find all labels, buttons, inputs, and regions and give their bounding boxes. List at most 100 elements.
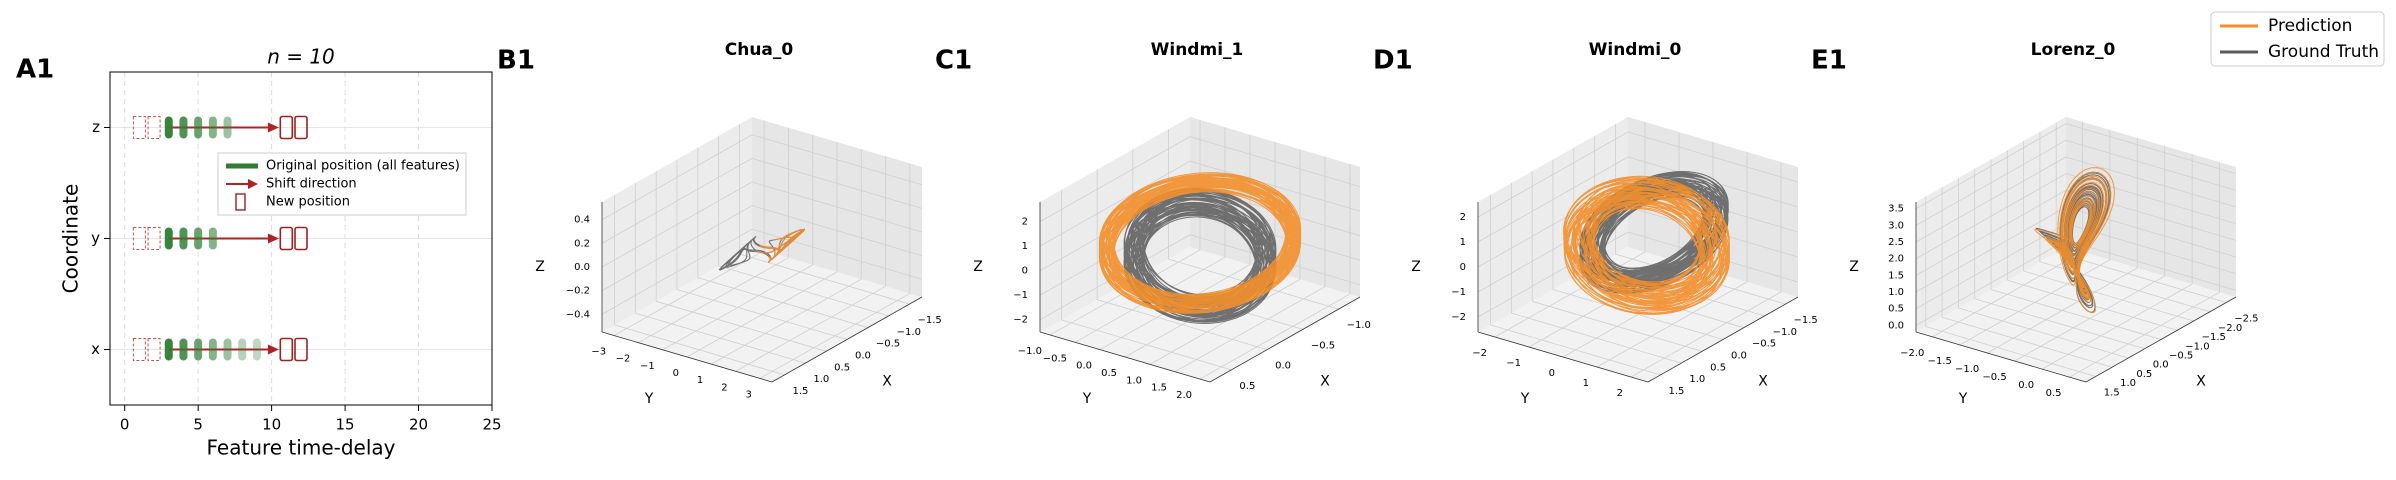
grid-line [2014, 275, 2165, 362]
y-tick-label: −0.5 [1043, 353, 1067, 364]
x-tick-label: 1.5 [1669, 386, 1685, 397]
new-position [279, 337, 294, 362]
new-position [294, 115, 308, 140]
axis-line [2085, 296, 2237, 383]
z-tick-label: 0 [1022, 266, 1028, 277]
y-tick-label: 1 [1583, 378, 1589, 389]
original-position [208, 338, 217, 361]
original-position [164, 338, 173, 361]
grid-line [751, 181, 923, 233]
grid-line [735, 285, 886, 372]
grid-line [751, 134, 923, 186]
z-tick-label: 0.0 [574, 262, 590, 273]
x-tick-label: 5 [193, 416, 203, 434]
z-tick-label: 0.5 [1888, 304, 1904, 315]
z-tick-label: 1 [1460, 237, 1466, 248]
axis-line [1477, 331, 1649, 383]
z-tick-label: 0.2 [574, 238, 590, 249]
grid-line [1596, 281, 1748, 368]
arrow-head [267, 344, 279, 355]
grid-line [2065, 156, 2237, 208]
grid-line [1990, 289, 2162, 340]
grid-line [751, 157, 923, 209]
grid-line [1189, 160, 1361, 212]
shifted-out-position [132, 338, 146, 361]
ground-truth-trajectory [1123, 188, 1277, 324]
legend-label: Original position (all features) [266, 159, 460, 174]
grid-line [601, 205, 753, 291]
x-tick-label: −2.5 [2234, 314, 2258, 325]
x-tick-label: 1.0 [2120, 378, 2136, 389]
z-tick-label: 0 [1460, 262, 1466, 273]
x-axis-label: X [2196, 374, 2206, 390]
grid-line [601, 181, 753, 268]
shifted-out-position [132, 227, 146, 250]
grid-line [1915, 139, 2067, 226]
panel-label: A1 [16, 55, 54, 85]
z-tick-label: 2 [1460, 212, 1466, 223]
z-tick-label: 0.4 [574, 215, 590, 226]
x-tick-label: −1.0 [1347, 320, 1371, 331]
z-tick-label: 0.0 [1888, 320, 1904, 331]
z-tick-label: 2.5 [1888, 237, 1904, 248]
y-axis-label: Y [1958, 391, 1968, 407]
grid-line [1627, 131, 1799, 183]
x-tick-label: −1.5 [918, 315, 942, 326]
z-axis-label: Z [973, 259, 983, 275]
grid-line [711, 278, 862, 365]
y-tick-label: −3 [591, 347, 606, 358]
grid-line [2041, 283, 2193, 370]
y-tick-label: 3 [745, 389, 751, 400]
x-tick-label: 0.5 [2136, 369, 2152, 380]
grid-line [686, 271, 838, 358]
new-position [279, 115, 294, 140]
x-axis-label: X [1758, 374, 1768, 390]
original-position [164, 227, 173, 250]
grid-line [2065, 239, 2237, 291]
x-tick-label: −2.0 [2218, 323, 2242, 334]
y-tick-label: 0 [673, 368, 679, 379]
chart-title: Chua_0 [725, 40, 794, 60]
x-tick-label: −1.0 [2185, 341, 2209, 352]
grid-line [1149, 279, 1301, 365]
original-position [223, 338, 232, 361]
original-position [208, 116, 217, 139]
original-position [194, 338, 203, 361]
original-position [164, 116, 173, 139]
grid-line [2065, 173, 2237, 225]
grid-line [1477, 156, 1629, 243]
arrow-head [267, 233, 279, 244]
arrow-head [267, 122, 279, 133]
original-position [252, 338, 261, 361]
y-tick-label: x [91, 340, 100, 358]
axis-line [1039, 331, 1211, 383]
x-tick-label: 1.0 [813, 374, 829, 385]
z-tick-label: −1 [1451, 287, 1466, 298]
x-axis-label: X [1320, 374, 1330, 390]
original-position [238, 338, 247, 361]
grid-line [751, 228, 923, 280]
axis-line [1647, 296, 1799, 383]
x-tick-label: −1.0 [1773, 327, 1797, 338]
y-tick-label: 2 [1617, 388, 1623, 399]
x-tick-label: 0.0 [1275, 361, 1291, 372]
grid-line [2069, 291, 2220, 378]
grid-line [613, 250, 765, 336]
y-tick-label: −2 [1472, 348, 1487, 359]
y-tick-label: −1.5 [1928, 356, 1952, 367]
grid-line [1915, 206, 2067, 293]
x-tick-label: −1.5 [1794, 315, 1818, 326]
x-tick-label: −1.5 [2202, 332, 2226, 343]
grid-line [1932, 251, 2083, 338]
y-tick-label: 1.0 [1126, 375, 1142, 386]
grid-line [1174, 286, 1326, 373]
x-tick-label: 1.5 [793, 386, 809, 397]
new-position [279, 226, 294, 251]
y-tick-label: −2 [616, 354, 631, 365]
y-axis-label: Coordinate [59, 184, 83, 294]
original-position [194, 116, 203, 139]
x-tick-label: 0.0 [2153, 360, 2169, 371]
grid-line [638, 257, 789, 344]
legend-swatch [235, 193, 246, 211]
